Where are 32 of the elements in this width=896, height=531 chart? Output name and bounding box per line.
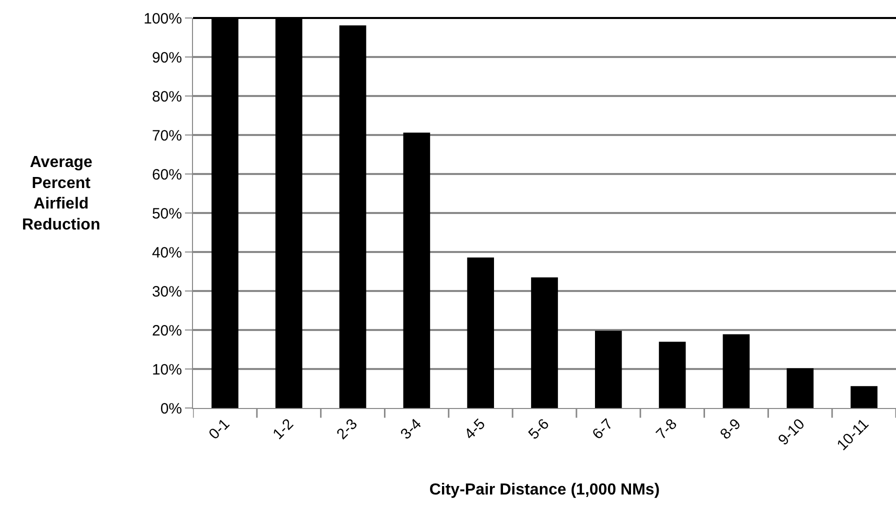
y-tick-label: 0% (160, 400, 182, 418)
x-tick-label: 6-7 (589, 416, 617, 443)
bar (658, 342, 686, 408)
x-tick-label: 8-9 (717, 416, 744, 443)
x-tick-label: 3-4 (397, 416, 425, 443)
y-tick-label: 90% (152, 49, 182, 66)
x-tick-label: 1-2 (270, 416, 297, 443)
bar (722, 334, 750, 408)
y-tick-label: 60% (152, 166, 182, 184)
y-tick-label: 50% (152, 205, 182, 222)
y-axis-title: Average Percent Airfield Reduction (22, 154, 100, 234)
bar (467, 257, 494, 408)
y-tick-label: 80% (152, 88, 182, 106)
x-tick-label: 2-3 (334, 416, 361, 443)
bar (339, 25, 366, 408)
bar (531, 277, 558, 408)
y-tick-label: 30% (152, 283, 182, 300)
y-tick-label: 20% (152, 322, 182, 340)
x-axis-title: City-Pair Distance (1,000 NMs) (429, 482, 660, 499)
y-tick-label: 10% (152, 361, 182, 378)
bar (786, 368, 814, 408)
bar (850, 386, 878, 408)
x-tick-label: 7-8 (653, 416, 680, 443)
y-tick-label: 70% (152, 127, 182, 144)
x-tick-label: 5-6 (525, 416, 553, 443)
y-tick-label: 40% (152, 244, 182, 262)
y-tick-label: 100% (144, 10, 182, 28)
x-tick-label: 0-1 (206, 416, 234, 443)
bar (403, 132, 430, 408)
x-tick-label: 9-10 (775, 416, 808, 449)
bar (594, 330, 622, 408)
x-tick-label: 4-5 (461, 416, 489, 443)
